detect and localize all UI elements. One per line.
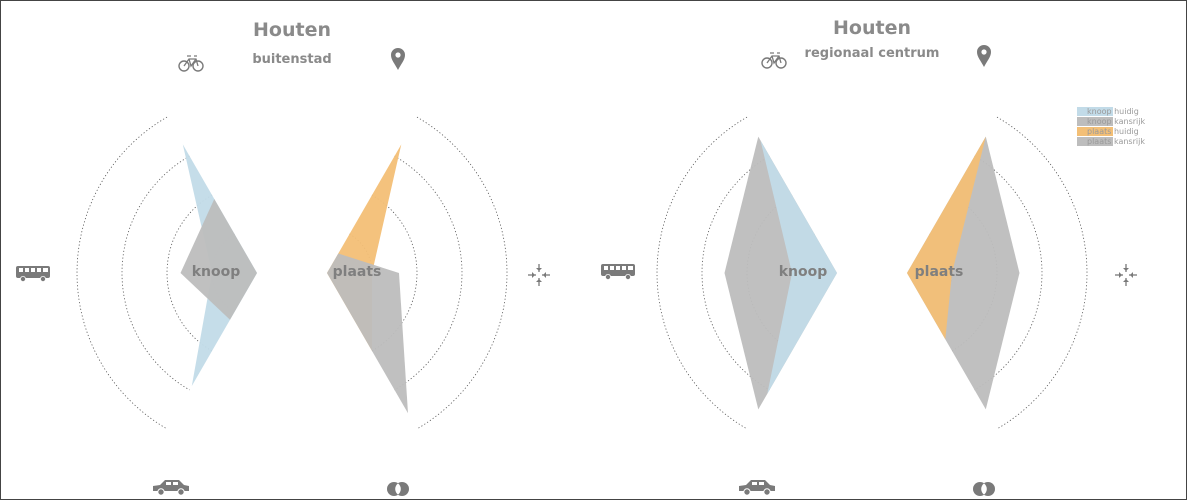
legend-label: knoop huidig [1087, 107, 1139, 116]
ring-right-3 [394, 155, 463, 391]
bus-icon [15, 265, 51, 283]
plaats-label: plaats [915, 264, 964, 280]
converge-arrows-icon [1114, 263, 1138, 287]
knoop-label: knoop [192, 264, 241, 280]
ring-right-3 [974, 155, 1043, 391]
scale-rings [656, 116, 1088, 430]
plaats-label: plaats [333, 264, 382, 280]
scale-rings [76, 116, 508, 430]
ring-left-4 [656, 116, 748, 430]
legend-label: knoop kansrijk [1087, 117, 1145, 126]
ring-right-4 [416, 116, 508, 430]
series-plaats-huidig [907, 136, 986, 340]
chart-buitenstad: Houten buitenstad knoop plaats [15, 19, 551, 496]
series-polygons [724, 136, 1020, 410]
location-pin-icon [977, 45, 991, 67]
converge-arrows-icon [527, 263, 551, 287]
legend-swatch [1077, 117, 1113, 126]
chart-subtitle: buitenstad [252, 52, 331, 67]
legend-swatch [1077, 107, 1113, 116]
series-plaats-kansrijk [327, 253, 408, 414]
knoop-label: knoop [779, 264, 828, 280]
bike-icon [178, 55, 204, 72]
series-knoop-huidig [760, 140, 837, 394]
chart-regionaal-centrum: Houten regionaal centrum knoop plaats [600, 17, 1138, 496]
legend-swatch [1077, 137, 1113, 146]
bike-icon [761, 52, 787, 69]
ring-left-3 [121, 155, 190, 391]
chart-subtitle: regionaal centrum [805, 46, 940, 61]
overlap-circles-icon [387, 482, 409, 496]
car-icon [738, 479, 776, 496]
location-pin-icon [391, 48, 405, 70]
car-icon [152, 479, 190, 496]
legend-swatch [1077, 127, 1113, 136]
series-knoop-kansrijk [180, 199, 257, 320]
chart-title: Houten [253, 19, 331, 41]
bus-icon [600, 263, 636, 281]
legend-label: plaats kansrijk [1087, 137, 1145, 146]
overlap-circles-icon [973, 482, 995, 496]
ring-right-4 [996, 116, 1088, 430]
series-knoop-kansrijk [724, 136, 837, 410]
ring-left-4 [76, 116, 168, 430]
ring-left-3 [701, 155, 770, 391]
chart-title: Houten [833, 17, 911, 39]
legend-label: plaats huidig [1087, 127, 1139, 136]
series-polygons [180, 144, 408, 414]
series-plaats-kansrijk [907, 136, 1020, 410]
